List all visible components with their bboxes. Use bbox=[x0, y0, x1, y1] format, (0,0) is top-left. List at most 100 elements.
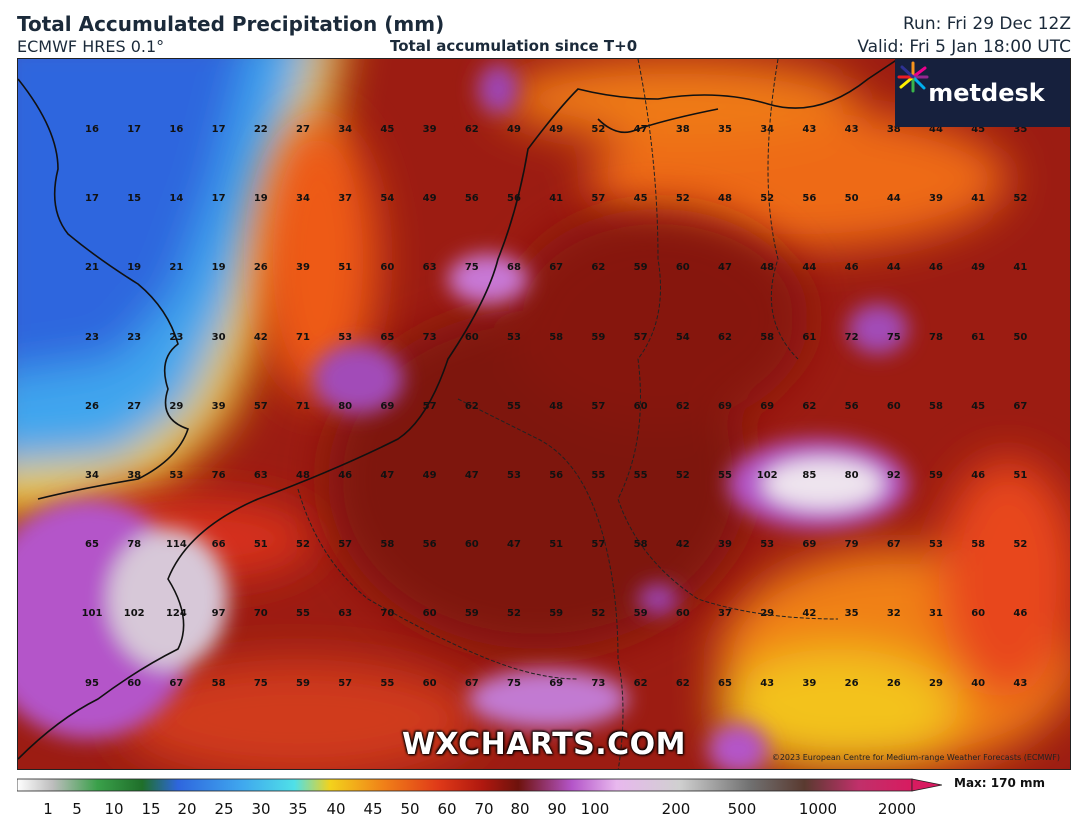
grid-value: 50 bbox=[1013, 331, 1028, 343]
grid-value: 62 bbox=[591, 262, 606, 274]
grid-value: 44 bbox=[802, 262, 817, 274]
grid-value: 39 bbox=[211, 400, 226, 412]
scale-tick-label: 1000 bbox=[798, 800, 838, 818]
grid-value: 43 bbox=[1013, 677, 1028, 689]
grid-value: 76 bbox=[211, 470, 226, 481]
scale-tick-label: 25 bbox=[214, 800, 234, 818]
grid-value: 47 bbox=[507, 539, 521, 551]
grid-value: 97 bbox=[211, 608, 226, 620]
grid-value: 56 bbox=[844, 400, 859, 412]
grid-value: 51 bbox=[549, 539, 564, 551]
grid-value: 52 bbox=[760, 193, 775, 205]
grid-value: 73 bbox=[422, 331, 437, 343]
grid-value: 62 bbox=[675, 677, 690, 689]
grid-value: 68 bbox=[507, 262, 521, 274]
grid-value: 49 bbox=[422, 193, 437, 205]
grid-value: 19 bbox=[127, 262, 142, 274]
grid-value: 59 bbox=[296, 677, 310, 689]
grid-value: 60 bbox=[633, 400, 648, 412]
grid-value: 23 bbox=[127, 331, 142, 343]
scale-tick-label: 100 bbox=[580, 800, 610, 818]
grid-value: 67 bbox=[169, 677, 184, 689]
grid-value: 41 bbox=[549, 193, 564, 205]
coastlines bbox=[18, 59, 899, 760]
grid-value: 39 bbox=[929, 193, 943, 205]
grid-value: 46 bbox=[1013, 608, 1028, 620]
grid-value: 32 bbox=[886, 608, 901, 620]
grid-value: 58 bbox=[971, 539, 986, 551]
valid-time: Valid: Fri 5 Jan 18:00 UTC bbox=[857, 37, 1071, 57]
grid-value: 41 bbox=[1013, 262, 1028, 274]
grid-value: 65 bbox=[380, 331, 395, 343]
grid-value: 49 bbox=[971, 262, 986, 274]
scale-tick-label: 50 bbox=[400, 800, 420, 818]
grid-value: 29 bbox=[169, 400, 184, 412]
grid-value: 67 bbox=[549, 262, 564, 274]
grid-value: 72 bbox=[844, 331, 859, 343]
grid-value: 73 bbox=[591, 677, 606, 689]
grid-value: 39 bbox=[802, 677, 817, 689]
grid-value: 44 bbox=[886, 193, 901, 205]
grid-value: 51 bbox=[1013, 470, 1028, 481]
grid-value: 65 bbox=[718, 677, 732, 689]
grid-value: 52 bbox=[1013, 539, 1028, 551]
grid-value: 35 bbox=[844, 608, 859, 620]
grid-value: 102 bbox=[756, 470, 778, 481]
grid-value: 45 bbox=[380, 124, 395, 135]
low-precip-region bbox=[18, 59, 341, 515]
grid-value: 23 bbox=[169, 331, 184, 343]
grid-value: 21 bbox=[85, 262, 99, 274]
grid-value: 80 bbox=[844, 470, 859, 481]
grid-value: 45 bbox=[971, 124, 986, 135]
grid-value: 39 bbox=[296, 262, 310, 274]
grid-value: 60 bbox=[675, 608, 690, 620]
starburst-icon bbox=[897, 61, 929, 93]
scale-tick-label: 2000 bbox=[877, 800, 917, 818]
grid-value: 51 bbox=[338, 262, 353, 274]
grid-value: 49 bbox=[549, 124, 564, 135]
precipitation-map[interactable]: 16 17 16 17 22 27 34 45 39 62 49 49 52 47 38 35 34 43 43 38… bbox=[17, 58, 1071, 770]
grid-value: 51 bbox=[253, 539, 268, 551]
grid-value: 69 bbox=[802, 539, 817, 551]
scale-tick-label: 90 bbox=[547, 800, 567, 818]
scale-tick-label: 5 bbox=[72, 800, 82, 818]
grid-value: 34 bbox=[760, 124, 775, 135]
grid-value: 57 bbox=[338, 539, 353, 551]
grid-value: 102 bbox=[123, 608, 145, 620]
grid-value: 59 bbox=[591, 331, 606, 343]
grid-value: 16 bbox=[169, 124, 184, 135]
grid-value: 60 bbox=[464, 539, 479, 551]
grid-value: 63 bbox=[422, 262, 437, 274]
grid-value: 57 bbox=[591, 539, 606, 551]
grid-value: 69 bbox=[718, 400, 732, 412]
grid-value: 40 bbox=[971, 677, 986, 689]
scale-tick-label: 500 bbox=[727, 800, 757, 818]
grid-value: 59 bbox=[633, 608, 648, 620]
grid-value: 15 bbox=[127, 193, 142, 205]
grid-value: 37 bbox=[718, 608, 732, 620]
grid-value: 75 bbox=[507, 677, 521, 689]
grid-value: 80 bbox=[338, 400, 353, 412]
grid-value: 71 bbox=[296, 400, 310, 412]
grid-value: 56 bbox=[464, 193, 479, 205]
grid-value: 57 bbox=[253, 400, 268, 412]
grid-value: 46 bbox=[929, 262, 943, 274]
chart-subtitle: Total accumulation since T+0 bbox=[390, 37, 638, 55]
grid-value: 58 bbox=[760, 331, 775, 343]
grid-value: 55 bbox=[507, 400, 521, 412]
grid-value: 46 bbox=[844, 262, 859, 274]
max-label: Max: 170 mm bbox=[954, 776, 1045, 790]
grid-value: 44 bbox=[886, 262, 901, 274]
grid-value: 34 bbox=[85, 470, 99, 481]
grid-value: 52 bbox=[591, 608, 606, 620]
grid-value: 43 bbox=[760, 677, 775, 689]
grid-value: 19 bbox=[253, 193, 268, 205]
grid-value: 55 bbox=[380, 677, 395, 689]
grid-value: 62 bbox=[802, 400, 817, 412]
grid-value: 52 bbox=[296, 539, 310, 551]
grid-value: 54 bbox=[675, 331, 690, 343]
scale-tick-label: 30 bbox=[251, 800, 271, 818]
grid-value: 60 bbox=[464, 331, 479, 343]
grid-value: 66 bbox=[211, 539, 226, 551]
grid-value: 45 bbox=[633, 193, 648, 205]
